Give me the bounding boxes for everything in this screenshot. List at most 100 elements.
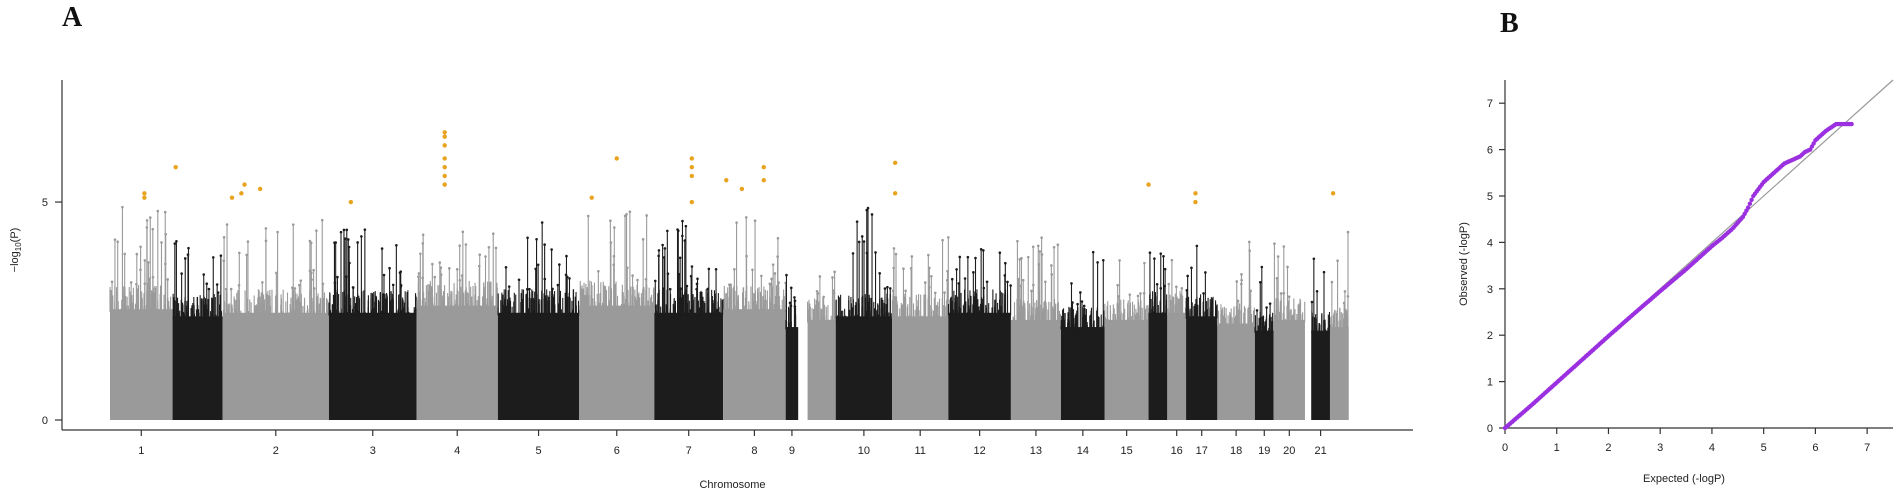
x-tick-label: 3 [370, 445, 376, 457]
snp-point [982, 249, 985, 252]
x-tick-label: 8 [751, 445, 757, 457]
snp-point [543, 243, 546, 246]
snp-point [1260, 265, 1264, 269]
snp-point [1050, 273, 1054, 276]
snp-point [461, 230, 465, 234]
snp-point [565, 275, 569, 279]
snp-point [202, 273, 206, 276]
significant-snp-point [257, 186, 263, 192]
snp-point [679, 287, 683, 290]
snp-point [458, 244, 461, 247]
significant-snp-point [442, 173, 447, 179]
snp-point [662, 256, 666, 259]
snp-point [785, 273, 788, 277]
snp-point [215, 283, 219, 286]
qq-x-tick-label: 6 [1812, 442, 1818, 454]
snp-point [343, 237, 347, 240]
snp-point [1153, 257, 1156, 260]
snp-point [625, 266, 629, 270]
snp-point [399, 285, 403, 288]
snp-point [1128, 293, 1132, 296]
snp-point [857, 240, 861, 244]
snp-point [333, 241, 336, 244]
x-tick-label: 11 [914, 445, 925, 457]
snp-point [661, 243, 664, 247]
significant-snp-point [229, 195, 235, 200]
chromosome-body [110, 309, 173, 420]
qq-y-axis-title: Observed (-logP) [1458, 222, 1470, 306]
snp-point [484, 255, 487, 258]
snp-point [1175, 285, 1178, 289]
snp-point [139, 268, 142, 272]
snp-point [310, 278, 313, 281]
snp-point [517, 278, 521, 282]
snp-point [164, 262, 167, 266]
snp-point [1276, 255, 1280, 258]
snp-point [1195, 244, 1199, 248]
snp-point [753, 219, 757, 223]
snp-point [211, 256, 215, 259]
qq-y-tick-label: 2 [1487, 330, 1493, 342]
snp-point [760, 274, 763, 278]
snp-point [888, 287, 892, 290]
snp-point [1079, 291, 1082, 294]
snp-point [309, 241, 313, 245]
chromosome-body [654, 312, 724, 420]
snp-point [883, 287, 887, 290]
snp-point [1040, 236, 1043, 239]
significant-snp-point [614, 156, 619, 161]
snp-point [998, 251, 1002, 254]
snp-point [927, 253, 930, 257]
snp-point [910, 255, 914, 258]
chromosome-band [1310, 257, 1331, 420]
snp-point [793, 296, 796, 299]
snp-point [113, 238, 117, 241]
snp-point [438, 261, 442, 264]
snp-point [308, 269, 312, 273]
snp-point [1016, 239, 1019, 243]
snp-point [540, 221, 544, 224]
snp-point [902, 267, 905, 271]
qq-x-tick-label: 1 [1554, 442, 1560, 454]
snp-point [947, 236, 950, 239]
snp-point [487, 245, 491, 249]
snp-point [735, 221, 738, 224]
snp-point [904, 289, 907, 293]
snp-point [1021, 278, 1025, 282]
x-tick-label: 2 [273, 445, 279, 457]
significant-snp-point [724, 178, 729, 183]
snp-point [526, 236, 529, 240]
qq-x-tick-label: 5 [1761, 442, 1767, 454]
snp-point [395, 243, 398, 247]
snp-point [275, 271, 278, 275]
snp-point [1040, 253, 1044, 256]
snp-point [1322, 270, 1326, 274]
x-tick-label: 9 [789, 445, 795, 457]
significant-snp-point [892, 191, 898, 196]
significant-snp-point [442, 134, 447, 139]
snp-point [460, 274, 464, 277]
snp-point [1076, 302, 1079, 306]
snp-point [536, 263, 540, 267]
snp-point [1080, 300, 1084, 303]
snp-point [733, 267, 736, 271]
significant-snp-point [442, 182, 447, 187]
snp-point [439, 273, 443, 276]
snp-point [135, 252, 139, 256]
snp-point [1096, 261, 1099, 264]
y-axis-title: −log10(P) [9, 228, 23, 273]
snp-point [264, 239, 268, 243]
snp-point [696, 277, 699, 281]
snp-point [729, 283, 733, 287]
x-tick-label: 20 [1283, 445, 1295, 457]
snp-point [455, 268, 459, 271]
snp-point [1235, 280, 1239, 283]
snp-point [878, 272, 882, 275]
snp-point [1265, 306, 1268, 309]
chromosome-band [172, 239, 223, 420]
qq-y-tick-label: 3 [1487, 284, 1493, 296]
snp-point [1056, 243, 1060, 247]
significant-snp-point [442, 164, 447, 170]
